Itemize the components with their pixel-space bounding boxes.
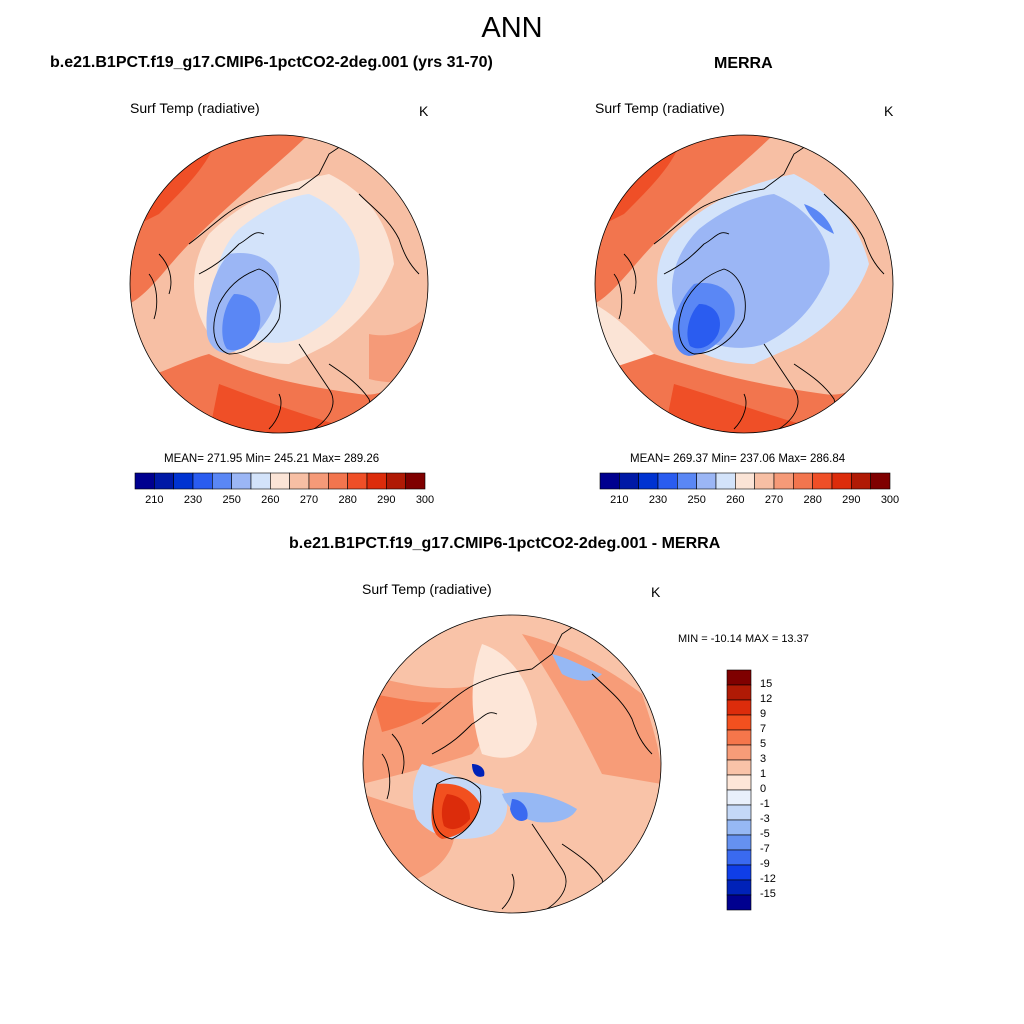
diff-title: b.e21.B1PCT.f19_g17.CMIP6-1pctCO2-2deg.0… — [289, 535, 721, 552]
colorbar-swatch — [726, 849, 752, 866]
colorbar-swatch — [726, 894, 752, 911]
colorbar-swatch — [726, 864, 752, 881]
colorbar-tick-label: 230 — [183, 494, 203, 506]
colorbar-tick-label: 0 — [760, 783, 767, 795]
diff-polar-map — [362, 614, 662, 914]
colorbar-tick-label: 300 — [880, 494, 900, 506]
colorbar-swatch — [726, 714, 752, 731]
panel1-variable: Surf Temp (radiative) — [130, 100, 260, 116]
colorbar-tick-label: 260 — [261, 494, 280, 506]
colorbar-swatch — [212, 472, 232, 490]
panel2-colorbar — [599, 472, 891, 490]
colorbar-swatch — [726, 804, 752, 821]
colorbar-swatch — [754, 472, 775, 490]
colorbar-tick-label: -15 — [760, 888, 776, 900]
colorbar-tick-label: -12 — [760, 873, 776, 885]
colorbar-tick-label: 230 — [648, 494, 668, 506]
colorbar-swatch — [134, 472, 155, 490]
colorbar-tick-label: -7 — [760, 843, 770, 855]
colorbar-swatch — [696, 472, 717, 490]
colorbar-tick-label: 260 — [726, 494, 745, 506]
colorbar-swatch — [173, 472, 194, 490]
colorbar-swatch — [270, 472, 290, 490]
colorbar-swatch — [619, 472, 639, 490]
colorbar-tick-label: 270 — [764, 494, 784, 506]
panel1-stats: MEAN= 271.95 Min= 245.21 Max= 289.26 — [164, 453, 380, 465]
colorbar-swatch — [851, 472, 871, 490]
colorbar-tick-label: -9 — [760, 858, 770, 870]
colorbar-tick-label: 280 — [803, 494, 822, 506]
colorbar-tick-label: 12 — [760, 693, 773, 705]
panel1-colorbar-labels: 210 230 250 260 270 280 290 300 — [135, 494, 434, 508]
colorbar-swatch — [328, 472, 348, 490]
colorbar-swatch — [726, 879, 752, 896]
diff-variable: Surf Temp (radiative) — [362, 581, 492, 597]
diff-colorbar-labels: 15 12 9 7 5 3 1 0 -1 -3 -5 -7 -9 -12 -15 — [760, 670, 800, 910]
colorbar-swatch — [726, 669, 752, 686]
colorbar-swatch — [793, 472, 813, 490]
diff-colorbar — [726, 669, 752, 911]
colorbar-swatch — [657, 472, 678, 490]
colorbar-tick-label: 270 — [299, 494, 319, 506]
colorbar-swatch — [347, 472, 368, 490]
colorbar-swatch — [726, 819, 752, 836]
colorbar-swatch — [289, 472, 310, 490]
colorbar-swatch — [638, 472, 659, 490]
colorbar-tick-label: 3 — [760, 753, 767, 765]
colorbar-swatch — [726, 744, 752, 761]
colorbar-swatch — [386, 472, 406, 490]
colorbar-swatch — [250, 472, 271, 490]
colorbar-swatch — [231, 472, 252, 490]
colorbar-tick-label: 15 — [760, 678, 773, 690]
colorbar-tick-label: -1 — [760, 798, 770, 810]
panel2-units: K — [884, 103, 894, 119]
colorbar-swatch — [599, 472, 620, 490]
colorbar-swatch — [726, 834, 752, 851]
colorbar-swatch — [812, 472, 833, 490]
colorbar-swatch — [726, 774, 752, 791]
colorbar-swatch — [308, 472, 329, 490]
panel1-units: K — [419, 103, 429, 119]
colorbar-swatch — [870, 472, 891, 490]
diff-minmax: MIN = -10.14 MAX = 13.37 — [678, 633, 809, 645]
colorbar-swatch — [726, 759, 752, 776]
colorbar-tick-label: 7 — [760, 723, 767, 735]
panel2-variable: Surf Temp (radiative) — [595, 100, 725, 116]
colorbar-swatch — [735, 472, 755, 490]
colorbar-tick-label: 280 — [338, 494, 357, 506]
colorbar-swatch — [677, 472, 697, 490]
colorbar-swatch — [773, 472, 794, 490]
diff-units: K — [651, 584, 661, 600]
colorbar-swatch — [726, 699, 752, 716]
panel2-colorbar-labels: 210 230 250 260 270 280 290 300 — [600, 494, 899, 508]
panel1-colorbar — [134, 472, 426, 490]
colorbar-swatch — [405, 472, 426, 490]
colorbar-swatch — [715, 472, 736, 490]
colorbar-tick-label: 5 — [760, 738, 767, 750]
colorbar-swatch — [726, 684, 752, 701]
colorbar-swatch — [831, 472, 852, 490]
panel1-title: b.e21.B1PCT.f19_g17.CMIP6-1pctCO2-2deg.0… — [50, 54, 493, 71]
colorbar-tick-label: 1 — [760, 768, 767, 780]
colorbar-tick-label: 250 — [222, 494, 241, 506]
colorbar-tick-label: 210 — [145, 494, 164, 506]
colorbar-swatch — [726, 729, 752, 746]
colorbar-tick-label: -3 — [760, 813, 770, 825]
colorbar-tick-label: -5 — [760, 828, 770, 840]
panel2-title: MERRA — [714, 55, 773, 72]
panel2-polar-map — [594, 134, 894, 434]
colorbar-tick-label: 300 — [415, 494, 435, 506]
colorbar-tick-label: 290 — [377, 494, 396, 506]
panel1-polar-map — [129, 134, 429, 434]
colorbar-tick-label: 9 — [760, 708, 767, 720]
colorbar-swatch — [726, 789, 752, 806]
colorbar-tick-label: 290 — [842, 494, 861, 506]
colorbar-swatch — [154, 472, 174, 490]
main-title: ANN — [481, 12, 543, 44]
colorbar-swatch — [366, 472, 387, 490]
colorbar-tick-label: 210 — [610, 494, 629, 506]
colorbar-tick-label: 250 — [687, 494, 706, 506]
panel2-stats: MEAN= 269.37 Min= 237.06 Max= 286.84 — [630, 453, 846, 465]
colorbar-swatch — [192, 472, 213, 490]
